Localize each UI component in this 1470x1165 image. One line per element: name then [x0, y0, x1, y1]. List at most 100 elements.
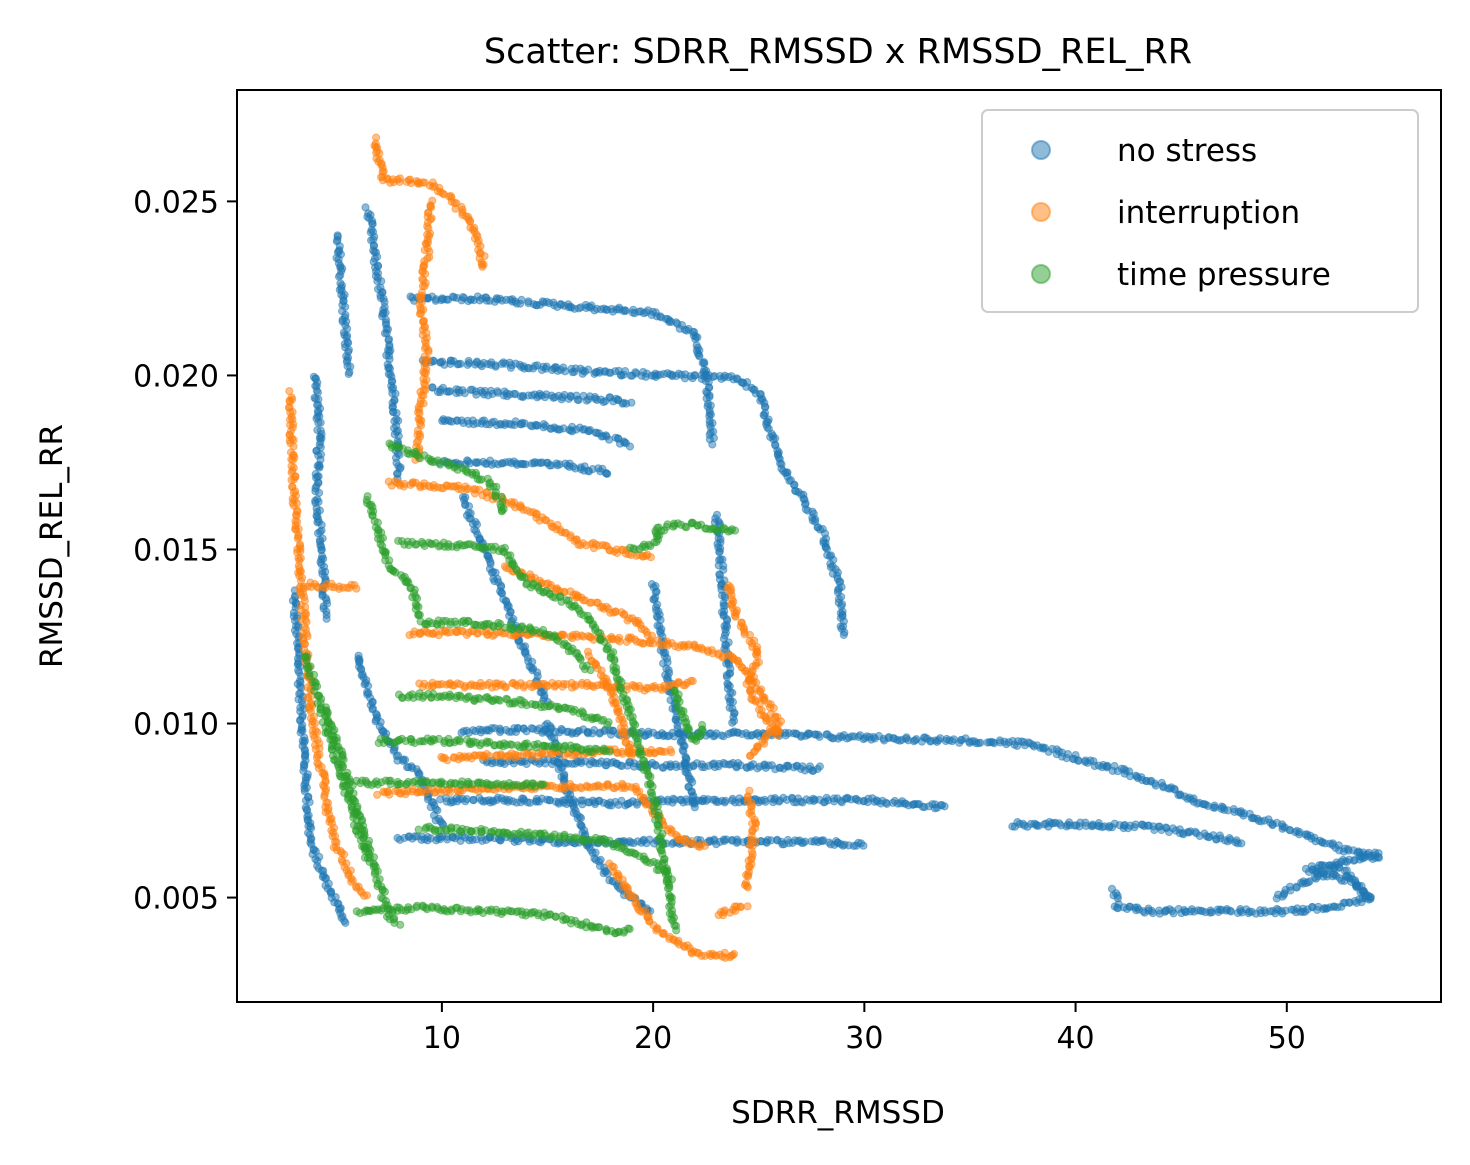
data-point	[310, 670, 319, 680]
data-point	[485, 752, 494, 761]
data-point	[398, 756, 407, 766]
data-point	[415, 610, 424, 619]
data-point	[340, 916, 349, 926]
data-point	[395, 174, 405, 183]
data-point	[663, 884, 673, 893]
data-point	[497, 507, 506, 516]
data-point	[501, 683, 510, 692]
data-point	[627, 751, 636, 760]
data-point	[675, 729, 684, 739]
data-point	[773, 731, 782, 740]
data-point	[577, 631, 586, 640]
data-point	[287, 475, 296, 484]
data-point	[414, 825, 423, 834]
data-point	[1237, 839, 1246, 848]
data-point	[586, 666, 595, 675]
data-point	[729, 949, 739, 959]
data-point	[625, 442, 635, 451]
data-point	[988, 738, 998, 747]
data-point	[517, 295, 526, 304]
data-point	[743, 902, 752, 911]
data-point	[815, 762, 825, 771]
data-point	[715, 548, 724, 557]
data-point	[455, 737, 464, 746]
data-point	[721, 796, 730, 806]
data-point	[314, 418, 323, 427]
data-point	[839, 630, 848, 640]
data-point	[365, 857, 374, 867]
data-point	[340, 782, 349, 791]
data-point	[708, 440, 717, 449]
data-point	[317, 545, 326, 554]
data-point	[610, 784, 619, 793]
data-point	[599, 397, 608, 407]
data-point	[911, 736, 920, 745]
data-point	[690, 803, 699, 812]
data-point	[736, 903, 745, 912]
data-point	[334, 272, 344, 281]
data-point	[637, 750, 647, 759]
data-point	[344, 369, 353, 379]
data-point	[700, 841, 710, 851]
data-point	[743, 883, 752, 892]
data-point	[1374, 853, 1384, 862]
data-point	[695, 352, 704, 361]
data-point	[574, 304, 584, 313]
data-point	[478, 262, 487, 271]
data-point	[627, 398, 636, 407]
data-point	[443, 756, 452, 765]
data-point	[476, 741, 485, 750]
data-point	[1210, 801, 1219, 810]
data-point	[584, 365, 593, 374]
data-points	[284, 133, 1384, 963]
data-point	[746, 751, 755, 761]
data-point	[672, 926, 681, 935]
data-point	[352, 584, 361, 593]
data-point	[1366, 893, 1375, 902]
data-point	[603, 720, 612, 729]
data-point	[815, 732, 824, 742]
data-point	[759, 410, 768, 420]
data-point	[743, 872, 753, 881]
data-point	[571, 682, 580, 691]
data-point	[1074, 756, 1083, 765]
data-point	[621, 306, 630, 316]
data-point	[576, 813, 586, 823]
data-point	[456, 359, 465, 368]
data-point	[396, 920, 405, 929]
data-point	[631, 368, 640, 377]
data-point	[1227, 907, 1236, 916]
chart-title: Scatter: SDRR_RMSSD x RMSSD_REL_RR	[484, 32, 1192, 72]
data-point	[466, 216, 475, 226]
data-point	[838, 600, 847, 609]
data-point	[378, 904, 388, 913]
data-point	[690, 371, 700, 380]
data-point	[976, 738, 985, 747]
data-point	[621, 367, 630, 376]
data-point	[386, 776, 395, 785]
data-point	[322, 614, 331, 623]
data-point	[686, 676, 696, 686]
data-point	[539, 780, 548, 789]
data-point	[337, 772, 346, 781]
data-point	[731, 612, 740, 621]
data-point	[415, 309, 424, 318]
data-point	[651, 761, 661, 770]
data-point	[380, 329, 390, 338]
data-point	[559, 630, 568, 640]
data-point	[667, 875, 677, 884]
data-point	[940, 802, 949, 811]
data-point	[605, 747, 614, 756]
data-point	[859, 841, 868, 850]
data-point	[557, 763, 566, 772]
data-point	[571, 833, 580, 842]
data-point	[428, 383, 437, 392]
data-point	[493, 387, 502, 396]
data-point	[666, 745, 675, 755]
data-point	[605, 435, 614, 444]
data-point	[646, 772, 655, 781]
data-point	[646, 553, 656, 562]
data-point	[362, 891, 372, 900]
data-point	[315, 463, 324, 472]
